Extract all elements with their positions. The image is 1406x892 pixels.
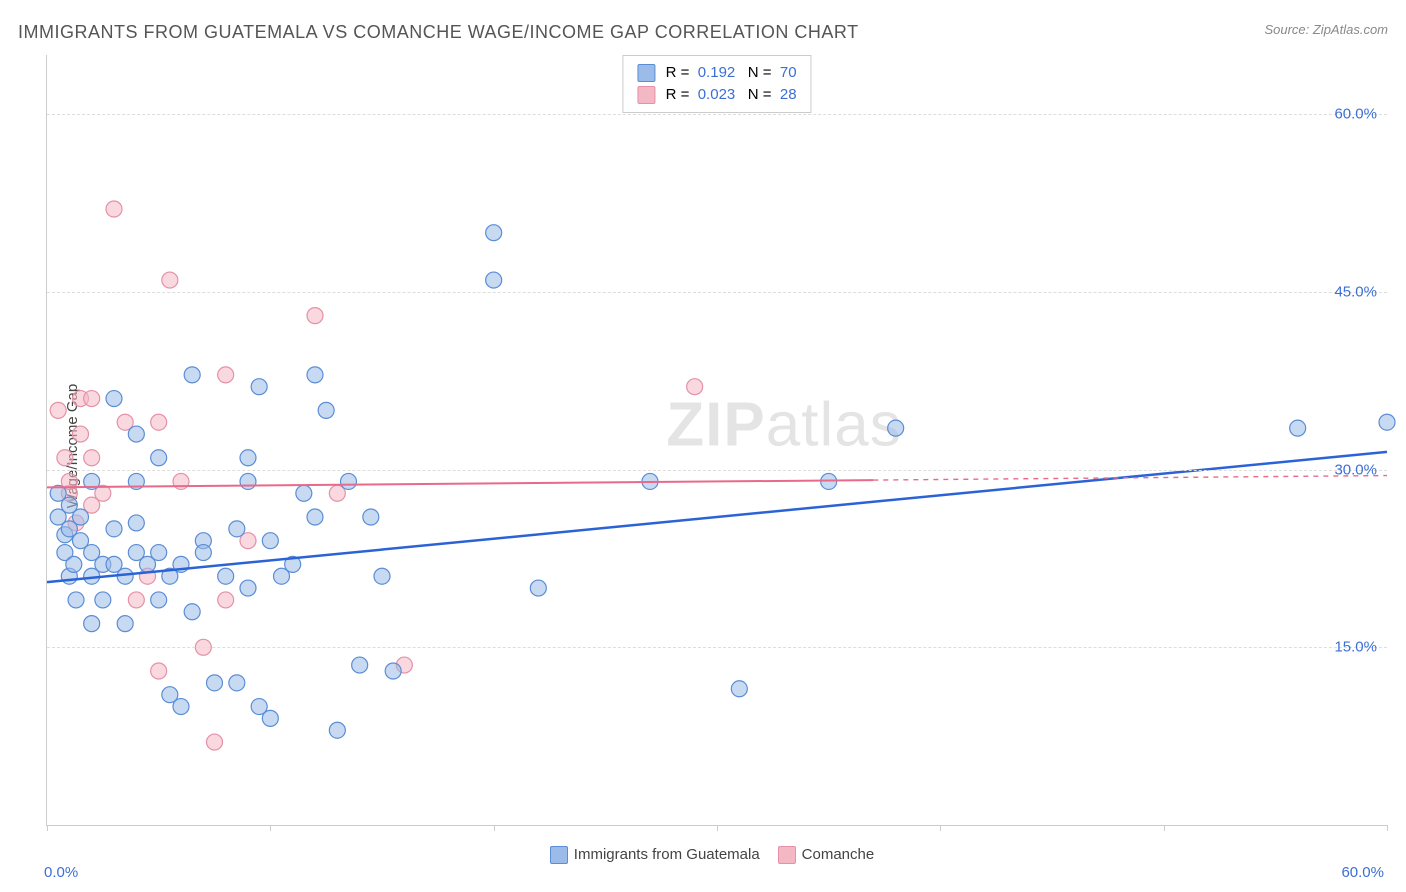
data-point-comanche xyxy=(218,367,234,383)
stats-row-comanche: R = 0.023 N = 28 xyxy=(637,84,796,106)
data-point-guatemala xyxy=(341,473,357,489)
data-point-comanche xyxy=(50,402,66,418)
data-point-guatemala xyxy=(229,675,245,691)
data-point-guatemala xyxy=(352,657,368,673)
y-tick-label: 45.0% xyxy=(1334,283,1377,300)
data-point-guatemala xyxy=(184,367,200,383)
data-point-comanche xyxy=(151,414,167,430)
legend-swatch xyxy=(550,846,568,864)
data-point-guatemala xyxy=(106,521,122,537)
data-point-comanche xyxy=(162,272,178,288)
legend-swatch xyxy=(778,846,796,864)
chart-svg xyxy=(47,55,1387,825)
data-point-guatemala xyxy=(307,509,323,525)
data-point-guatemala xyxy=(128,515,144,531)
data-point-guatemala xyxy=(240,580,256,596)
data-point-guatemala xyxy=(229,521,245,537)
data-point-guatemala xyxy=(240,473,256,489)
stats-row-guatemala: R = 0.192 N = 70 xyxy=(637,62,796,84)
data-point-comanche xyxy=(57,450,73,466)
data-point-guatemala xyxy=(296,485,312,501)
data-point-guatemala xyxy=(151,592,167,608)
data-point-guatemala xyxy=(1379,414,1395,430)
data-point-guatemala xyxy=(385,663,401,679)
x-tick xyxy=(940,825,941,831)
data-point-guatemala xyxy=(486,225,502,241)
source-attribution: Source: ZipAtlas.com xyxy=(1264,22,1388,37)
y-tick-label: 15.0% xyxy=(1334,639,1377,656)
y-tick-label: 60.0% xyxy=(1334,106,1377,123)
data-point-guatemala xyxy=(95,592,111,608)
data-point-guatemala xyxy=(184,604,200,620)
x-tick xyxy=(494,825,495,831)
data-point-comanche xyxy=(151,663,167,679)
data-point-guatemala xyxy=(218,568,234,584)
data-point-guatemala xyxy=(888,420,904,436)
data-point-guatemala xyxy=(68,592,84,608)
plot-area: ZIPatlas R = 0.192 N = 70 R = 0.023 N = … xyxy=(46,55,1387,826)
data-point-comanche xyxy=(307,308,323,324)
x-tick xyxy=(47,825,48,831)
data-point-comanche xyxy=(687,379,703,395)
data-point-guatemala xyxy=(363,509,379,525)
data-point-guatemala xyxy=(240,450,256,466)
data-point-guatemala xyxy=(251,379,267,395)
stats-legend-box: R = 0.192 N = 70 R = 0.023 N = 28 xyxy=(622,55,811,113)
legend-label: Immigrants from Guatemala xyxy=(574,846,760,863)
x-tick xyxy=(270,825,271,831)
bottom-legend: Immigrants from Guatemala Comanche xyxy=(0,846,1406,864)
data-point-guatemala xyxy=(262,533,278,549)
data-point-guatemala xyxy=(262,710,278,726)
data-point-guatemala xyxy=(173,699,189,715)
data-point-comanche xyxy=(207,734,223,750)
y-tick-label: 30.0% xyxy=(1334,461,1377,478)
x-tick-max: 60.0% xyxy=(1341,864,1384,881)
data-point-guatemala xyxy=(73,509,89,525)
data-point-guatemala xyxy=(84,616,100,632)
gridline xyxy=(47,470,1387,471)
data-point-guatemala xyxy=(530,580,546,596)
x-tick xyxy=(1387,825,1388,831)
data-point-guatemala xyxy=(151,545,167,561)
gridline xyxy=(47,114,1387,115)
x-tick xyxy=(1164,825,1165,831)
data-point-guatemala xyxy=(1290,420,1306,436)
data-point-comanche xyxy=(73,426,89,442)
data-point-guatemala xyxy=(207,675,223,691)
data-point-guatemala xyxy=(66,556,82,572)
chart-title: IMMIGRANTS FROM GUATEMALA VS COMANCHE WA… xyxy=(18,22,859,43)
gridline xyxy=(47,647,1387,648)
data-point-comanche xyxy=(218,592,234,608)
data-point-comanche xyxy=(84,391,100,407)
data-point-guatemala xyxy=(128,426,144,442)
gridline xyxy=(47,292,1387,293)
data-point-guatemala xyxy=(195,545,211,561)
data-point-guatemala xyxy=(329,722,345,738)
data-point-comanche xyxy=(128,592,144,608)
legend-label: Comanche xyxy=(802,846,875,863)
data-point-guatemala xyxy=(106,391,122,407)
data-point-comanche xyxy=(84,450,100,466)
data-point-guatemala xyxy=(374,568,390,584)
data-point-guatemala xyxy=(117,616,133,632)
trendline-guatemala xyxy=(47,452,1387,582)
data-point-guatemala xyxy=(151,450,167,466)
trendline-comanche xyxy=(47,480,873,487)
data-point-guatemala xyxy=(486,272,502,288)
data-point-guatemala xyxy=(731,681,747,697)
data-point-guatemala xyxy=(307,367,323,383)
x-tick xyxy=(717,825,718,831)
x-tick-min: 0.0% xyxy=(44,864,78,881)
data-point-comanche xyxy=(106,201,122,217)
data-point-guatemala xyxy=(318,402,334,418)
